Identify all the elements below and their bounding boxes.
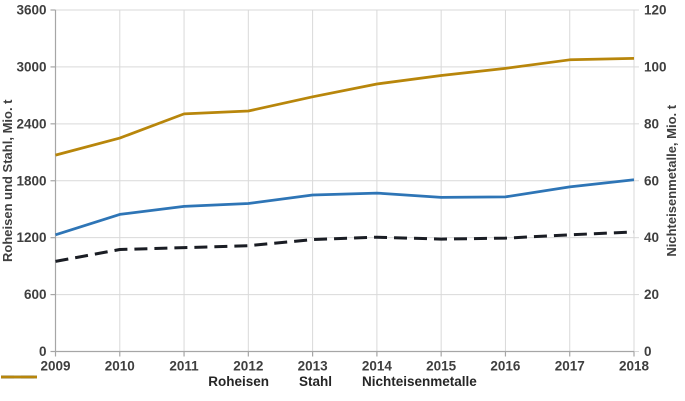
legend-label-stahl: Stahl <box>298 374 332 389</box>
right-axis-tick-label: 0 <box>644 344 652 359</box>
x-axis-year-label: 2013 <box>298 359 329 374</box>
x-axis-year-label: 2011 <box>169 359 199 374</box>
nichteisenmetalle-line-swatch <box>1 375 37 379</box>
right-axis-tick-label: 60 <box>644 173 659 188</box>
x-axis-year-label: 2015 <box>426 359 457 374</box>
legend: Roheisen Stahl Nichteisenmetalle <box>0 374 685 389</box>
x-axis-year-label: 2016 <box>490 359 521 374</box>
x-axis-year-label: 2012 <box>233 359 263 374</box>
series-line-roheisen <box>55 230 635 263</box>
x-axis-year-label: 2014 <box>362 359 393 374</box>
right-axis-tick-label: 20 <box>644 287 659 302</box>
left-axis-tick-label: 3000 <box>16 59 46 74</box>
x-axis-year-label: 2009 <box>40 359 70 374</box>
left-axis-tick-label: 2400 <box>16 116 46 131</box>
right-axis-tick-label: 80 <box>644 116 659 131</box>
legend-label-roheisen: Roheisen <box>208 374 269 389</box>
left-axis-title: Roheisen und Stahl, Mio. t <box>0 99 15 262</box>
left-axis-tick-label: 1200 <box>16 230 46 245</box>
chart-plot-area: 0 600 1200 1800 2400 3000 3600 0 20 40 60 80 100 120 2… <box>0 3 679 374</box>
series-line-stahl <box>55 178 635 237</box>
legend-item-stahl[interactable]: Stahl <box>1 374 332 389</box>
x-axis-year-label: 2018 <box>619 359 650 374</box>
x-axis-year-label: 2010 <box>105 359 135 374</box>
left-axis-tick-label: 3600 <box>16 3 46 18</box>
series-line-nichteisenmetalle <box>55 57 635 157</box>
right-axis-title: Nichteisenmetalle, Mio. t <box>664 104 679 256</box>
left-axis-tick-label: 600 <box>24 287 47 302</box>
legend-item-nichteisenmetalle[interactable]: Nichteisenmetalle <box>1 374 477 389</box>
legend-item-roheisen[interactable]: Roheisen <box>1 374 269 389</box>
right-axis-tick-label: 120 <box>644 3 667 18</box>
right-axis-tick-label: 40 <box>644 230 659 245</box>
legend-label-nichteisenmetalle: Nichteisenmetalle <box>361 374 477 389</box>
right-axis-tick-label: 100 <box>644 59 667 74</box>
left-axis-tick-label: 0 <box>39 344 47 359</box>
left-axis-tick-label: 1800 <box>16 173 46 188</box>
x-axis-year-label: 2017 <box>555 359 585 374</box>
